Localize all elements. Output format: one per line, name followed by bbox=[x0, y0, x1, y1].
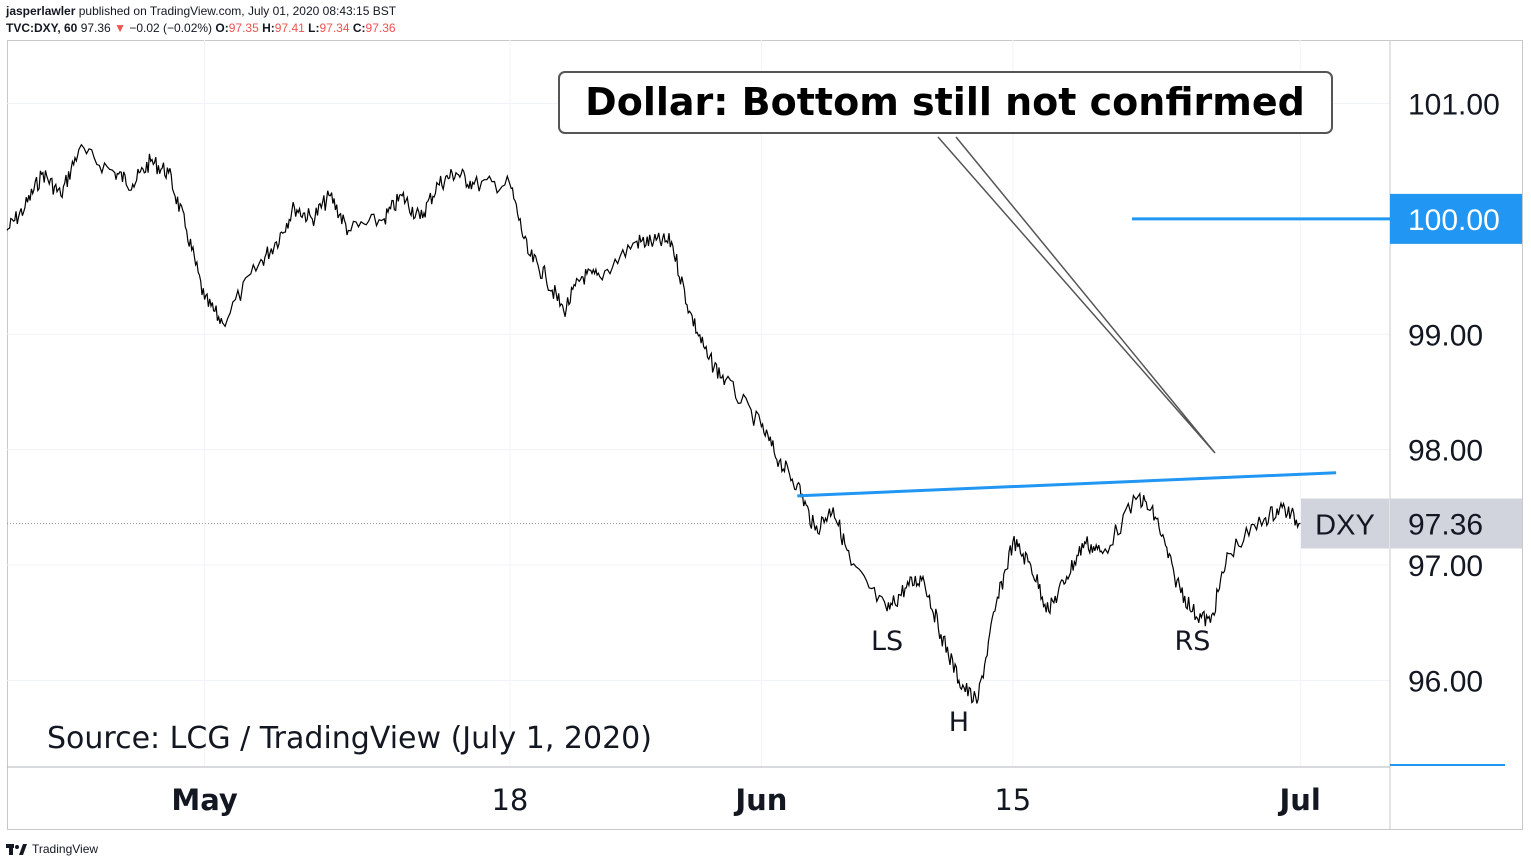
last-price-label: 97.36 bbox=[1408, 509, 1483, 542]
marker-price-label: 100.00 bbox=[1408, 204, 1500, 237]
open-value: 97.35 bbox=[228, 21, 259, 35]
price-axis[interactable]: 96.00 97.00 98.00 99.00 101.00 bbox=[1408, 88, 1500, 698]
callout-box[interactable] bbox=[558, 71, 1333, 134]
grid bbox=[7, 40, 1390, 767]
close-value: 97.36 bbox=[365, 21, 396, 35]
x-tick-label: 18 bbox=[491, 783, 528, 817]
high-value: 97.41 bbox=[274, 21, 305, 35]
symbol-label: DXY bbox=[1315, 510, 1375, 542]
y-tick-label: 98.00 bbox=[1408, 435, 1483, 468]
pattern-label: LS bbox=[871, 626, 903, 657]
x-tick-label: Jun bbox=[733, 783, 787, 817]
tradingview-logo-icon bbox=[6, 844, 27, 855]
symbol-label-box bbox=[1301, 498, 1389, 549]
pattern-label: RS bbox=[1174, 626, 1210, 657]
y-tick-label: 97.00 bbox=[1408, 550, 1483, 583]
open-label: O: bbox=[215, 21, 229, 35]
publisher-name[interactable]: jasperlawler bbox=[6, 4, 76, 18]
published-text: published on TradingView.com, July 01, 2… bbox=[78, 4, 397, 18]
source-note: Source: LCG / TradingView (July 1, 2020) bbox=[47, 721, 652, 756]
y-tick-label: 96.00 bbox=[1408, 665, 1483, 698]
chart-title: Dollar: Bottom still not confirmed bbox=[585, 80, 1305, 124]
x-tick-label: 15 bbox=[994, 783, 1031, 817]
symbol-name[interactable]: TVC:DXY, 60 bbox=[6, 21, 78, 35]
publish-info: jasperlawler published on TradingView.co… bbox=[6, 4, 396, 18]
low-value: 97.34 bbox=[319, 21, 350, 35]
tradingview-logo[interactable]: TradingView bbox=[6, 842, 98, 856]
change-value: −0.02 (−0.02%) bbox=[129, 21, 213, 35]
last-value: 97.36 bbox=[80, 21, 111, 35]
x-tick-label: Jul bbox=[1277, 783, 1320, 817]
tradingview-brand: TradingView bbox=[32, 842, 99, 856]
pattern-annotations: LS H RS bbox=[871, 626, 1210, 738]
pattern-label: H bbox=[949, 707, 969, 738]
chart-frame bbox=[7, 40, 1523, 830]
callout-pointer bbox=[937, 136, 1216, 454]
neckline-trendline[interactable] bbox=[797, 471, 1337, 498]
symbol-legend: TVC:DXY, 60 97.36 ▼ −0.02 (−0.02%) O:97.… bbox=[6, 21, 396, 35]
close-label: C: bbox=[352, 21, 366, 35]
low-label: L: bbox=[308, 21, 320, 35]
high-label: H: bbox=[262, 21, 275, 35]
x-tick-label: May bbox=[171, 783, 238, 817]
price-series-line[interactable] bbox=[6, 143, 1301, 704]
y-tick-label: 99.00 bbox=[1408, 319, 1483, 352]
y-tick-label: 101.00 bbox=[1408, 88, 1500, 121]
time-axis[interactable]: May 18 Jun 15 Jul bbox=[171, 783, 1321, 817]
last-price-box bbox=[1390, 498, 1522, 549]
marker-price-box bbox=[1390, 193, 1522, 244]
down-arrow-icon: ▼ bbox=[114, 21, 126, 35]
